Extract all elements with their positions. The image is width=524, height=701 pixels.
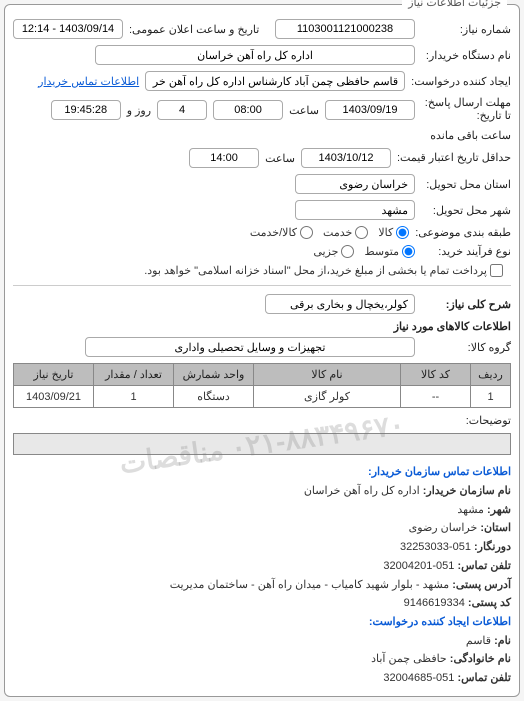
field-city[interactable] [295,200,415,220]
radio-kala-khedmat[interactable]: کالا/خدمت [250,226,313,239]
label-response-deadline: مهلت ارسال پاسخ: تا تاریخ: [421,97,511,123]
th-name: نام کالا [254,364,401,386]
line-org-name: نام سازمان خریدار: اداره کل راه آهن خراس… [13,482,511,501]
radio-kala[interactable]: کالا [378,226,409,239]
cell-unit: دستگاه [174,386,254,408]
field-response-hour[interactable] [213,100,283,120]
lbl-remaining: ساعت باقی مانده [430,129,511,142]
field-remaining[interactable] [51,100,121,120]
label-process: نوع فرآیند خرید: [421,245,511,258]
radio-group-category: کالا خدمت کالا/خدمت [250,226,409,239]
row-goods-group: گروه کالا: [13,337,511,357]
line-phone2: تلفن تماس: 051-32004685 [13,669,511,688]
line-family: نام خانوادگی: حافظی چمن آباد [13,650,511,669]
link-contact-buyer[interactable]: اطلاعات تماس خریدار [38,75,139,88]
line-city: شهر: مشهد [13,501,511,520]
lbl-hour-2: ساعت [265,152,295,165]
cell-row-no: 1 [471,386,511,408]
line-name: نام: قاسم [13,632,511,651]
field-response-days[interactable] [157,100,207,120]
field-public-date[interactable] [13,19,123,39]
goods-table: ردیف کد کالا نام کالا واحد شمارش تعداد /… [13,363,511,408]
row-response-deadline: مهلت ارسال پاسخ: تا تاریخ: ساعت روز و سا… [13,97,511,142]
cell-qty: 1 [94,386,174,408]
th-code: کد کالا [401,364,471,386]
label-need-no: شماره نیاز: [421,23,511,36]
label-goods-group: گروه کالا: [421,341,511,354]
row-buyer-org: نام دستگاه خریدار: [13,45,511,65]
line-postal-address: آدرس پستی: مشهد - بلوار شهید کامیاب - می… [13,576,511,595]
line-dorangar: دورنگار: 051-32253033 [13,538,511,557]
cell-code: -- [401,386,471,408]
row-category: طبقه بندی موضوعی: کالا خدمت کالا/خدمت [13,226,511,239]
th-qty: تعداد / مقدار [94,364,174,386]
divider [13,285,511,286]
label-city: شهر محل تحویل: [421,204,511,217]
need-details-panel: جزئیات اطلاعات نیاز شماره نیاز: تاریخ و … [4,4,520,697]
field-province[interactable] [295,174,415,194]
field-credit-date[interactable] [301,148,391,168]
line-province: استان: خراسان رضوی [13,519,511,538]
row-city: شهر محل تحویل: [13,200,511,220]
radio-khedmat[interactable]: خدمت [323,226,368,239]
table-header-row: ردیف کد کالا نام کالا واحد شمارش تعداد /… [14,364,511,386]
lbl-day-and: روز و [127,104,151,117]
label-public-date: تاریخ و ساعت اعلان عمومی: [129,23,259,36]
field-response-date[interactable] [325,100,415,120]
desc-wrapper: ۰۲۱-۸۸۳۴۹۶۷۰ مناقصات [13,433,511,455]
label-creator: ایجاد کننده درخواست: [411,75,511,88]
field-credit-hour[interactable] [189,148,259,168]
row-need-desc: شرح کلی نیاز: [13,294,511,314]
label-credit-date: حداقل تاریخ اعتبار قیمت: [397,152,511,165]
lbl-hour-1: ساعت [289,104,319,117]
panel-title: جزئیات اطلاعات نیاز [402,0,507,9]
table-row[interactable]: 1 -- کولر گازی دستگاه 1 1403/09/21 [14,386,511,408]
label-province: استان محل تحویل: [421,178,511,191]
row-province: استان محل تحویل: [13,174,511,194]
th-row-no: ردیف [471,364,511,386]
field-goods-group[interactable] [85,337,415,357]
panel-body: شماره نیاز: تاریخ و ساعت اعلان عمومی: نا… [5,5,519,696]
label-need-desc: شرح کلی نیاز: [421,298,511,311]
contact-header: اطلاعات تماس سازمان خریدار: [13,463,511,482]
desc-box[interactable] [13,433,511,455]
cell-name: کولر گازی [254,386,401,408]
radio-group-process: متوسط جزیی [313,245,415,258]
cell-date: 1403/09/21 [14,386,94,408]
row-credit-date: حداقل تاریخ اعتبار قیمت: ساعت [13,148,511,168]
row-creator: ایجاد کننده درخواست: اطلاعات تماس خریدار [13,71,511,91]
field-buyer-org[interactable] [95,45,415,65]
checkbox-process-note[interactable]: پرداخت تمام یا بخشی از مبلغ خرید،از محل … [144,264,503,277]
row-need-no: شماره نیاز: تاریخ و ساعت اعلان عمومی: [13,19,511,39]
th-unit: واحد شمارش [174,364,254,386]
th-date: تاریخ نیاز [14,364,94,386]
line-postal-code: کد پستی: 9146619334 [13,594,511,613]
label-desc: توضیحات: [466,414,511,427]
field-creator[interactable] [145,71,405,91]
line-phone: تلفن تماس: 051-32004201 [13,557,511,576]
row-process: نوع فرآیند خرید: متوسط جزیی پرداخت تمام … [13,245,511,277]
radio-jozi[interactable]: جزیی [313,245,354,258]
field-need-no[interactable] [275,19,415,39]
field-need-desc[interactable] [265,294,415,314]
label-category: طبقه بندی موضوعی: [415,226,511,239]
row-desc: توضیحات: [13,414,511,427]
creator-header: اطلاعات ایجاد کننده درخواست: [13,613,511,632]
label-buyer-org: نام دستگاه خریدار: [421,49,511,62]
goods-info-header: اطلاعات کالاهای مورد نیاز [13,320,511,333]
radio-motavaset[interactable]: متوسط [364,245,415,258]
